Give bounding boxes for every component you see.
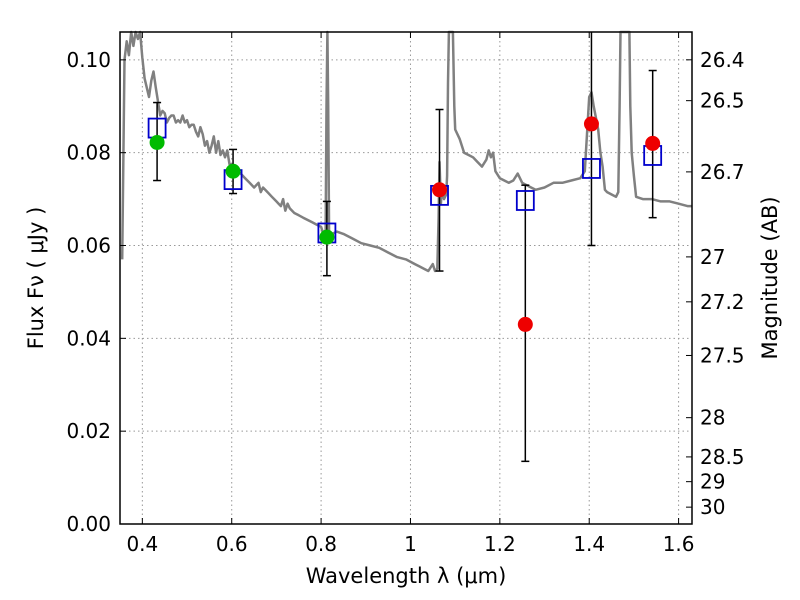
y2-axis-label: Magnitude (AB)	[758, 196, 782, 359]
y-tick-label: 0.08	[66, 141, 111, 165]
y2-tick-label: 28.5	[700, 445, 745, 469]
y2-tick-label: 27	[700, 245, 725, 269]
y2-tick-label: 29	[700, 470, 725, 494]
y-tick-label: 0.06	[66, 234, 111, 258]
y2-tick-label: 26.7	[700, 160, 745, 184]
observed-points	[149, 116, 661, 332]
model-photometry-box	[582, 158, 601, 179]
y2-tick-label: 27.2	[700, 290, 745, 314]
green-flux-point	[149, 134, 165, 150]
x-tick-label: 1.6	[663, 532, 695, 556]
x-tick-label: 1.2	[484, 532, 516, 556]
plot-frame	[119, 31, 693, 525]
green-flux-point	[225, 163, 241, 179]
x-tick-label: 0.6	[216, 532, 248, 556]
y-tick-label: 0.02	[66, 419, 111, 443]
y-tick-label: 0.04	[66, 326, 111, 350]
x-tick-label: 0.8	[305, 532, 337, 556]
x-tick-label: 1.4	[573, 532, 605, 556]
y2-tick-label: 30	[700, 495, 725, 519]
red-flux-point	[583, 116, 599, 132]
red-flux-point	[432, 182, 448, 198]
y-axis-label: Flux Fν ( μJy )	[24, 207, 48, 350]
red-flux-point	[645, 135, 661, 151]
red-flux-point	[517, 316, 533, 332]
y2-tick-label: 28	[700, 406, 725, 430]
x-tick-label: 0.4	[126, 532, 158, 556]
y-tick-label: 0.00	[66, 512, 111, 536]
y2-tick-label: 26.5	[700, 89, 745, 113]
x-tick-label: 1	[404, 532, 417, 556]
green-flux-point	[319, 229, 335, 245]
model-photometry-box	[515, 190, 535, 211]
y2-tick-label: 27.5	[700, 343, 745, 367]
x-axis-label: Wavelength λ (μm)	[306, 564, 507, 588]
y-tick-label: 0.10	[66, 48, 111, 72]
y2-tick-label: 26.4	[700, 48, 745, 72]
axis-ticks: 0.4 0.6 0.8 1 1.2 1.4 1.6 0.00 0.02 0.04 0.06 0.08 0…	[66, 32, 745, 556]
